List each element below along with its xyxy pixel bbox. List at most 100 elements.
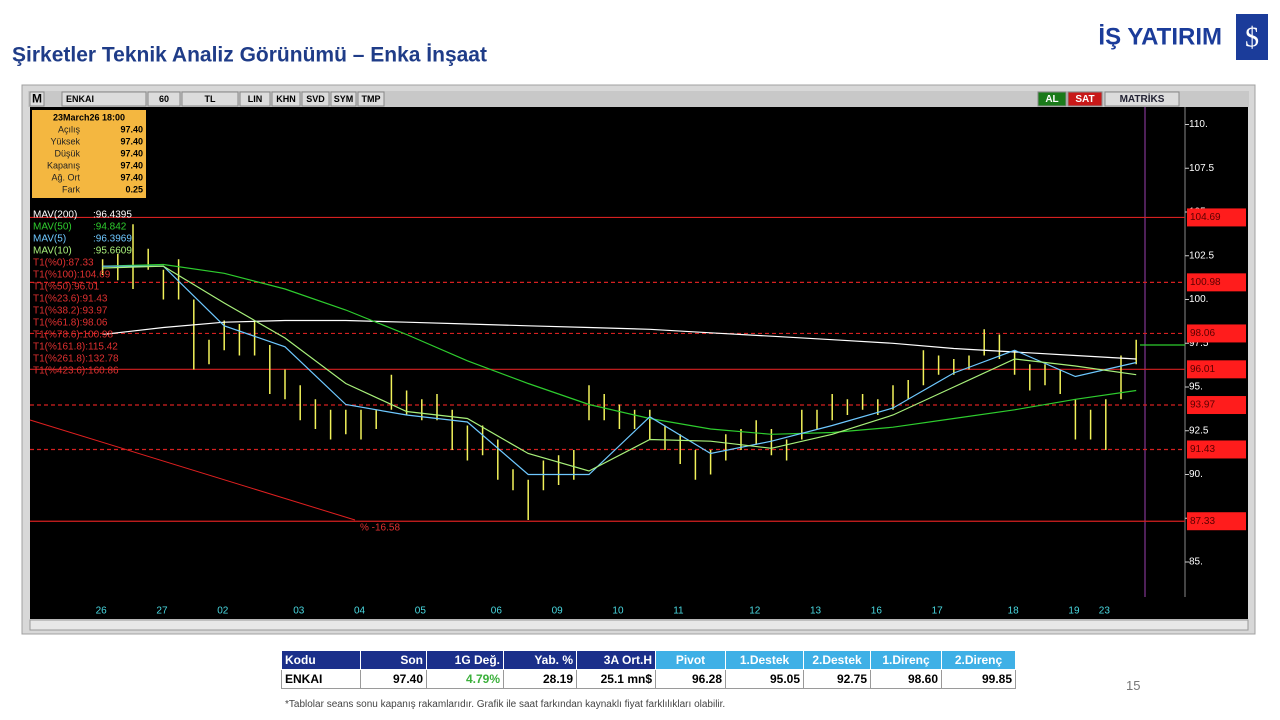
table-header: Kodu Son 1G Değ. Yab. % 3A Ort.H Pivot 1.Deste… bbox=[281, 650, 1016, 670]
toolbar-label: ENKAI bbox=[66, 94, 94, 104]
level-label: 87.33 bbox=[1190, 516, 1215, 527]
toolbar-label: LIN bbox=[248, 94, 263, 104]
level-box bbox=[1187, 324, 1246, 343]
x-tick-label: 10 bbox=[612, 606, 624, 617]
header-cell: Yab. % bbox=[503, 650, 577, 670]
fib-label: T1(%78.6):100.98 bbox=[33, 330, 113, 341]
logo-icon bbox=[1236, 14, 1268, 60]
header-cell: 1G Değ. bbox=[426, 650, 504, 670]
header-cell: Kodu bbox=[281, 650, 361, 670]
x-tick-label: 23 bbox=[1099, 606, 1111, 617]
y-tick-label: 97.5 bbox=[1189, 338, 1209, 349]
info-label: Ağ. Ort bbox=[51, 172, 80, 182]
level-box bbox=[1187, 273, 1246, 292]
toolbar-label: TL bbox=[205, 94, 216, 104]
header-cell: 3A Ort.H bbox=[576, 650, 656, 670]
toolbar-button[interactable] bbox=[147, 91, 181, 107]
x-tick-label: 09 bbox=[552, 606, 564, 617]
header-cell: 1.Direnç bbox=[870, 650, 942, 670]
x-tick-label: 26 bbox=[96, 606, 108, 617]
toolbar-button[interactable] bbox=[1037, 91, 1067, 107]
plot-area bbox=[30, 107, 1248, 597]
toolbar-label: 60 bbox=[159, 94, 169, 104]
fib-label: T1(%61.8):98.06 bbox=[33, 318, 108, 329]
fib-label: T1(%423.6):160.86 bbox=[33, 366, 119, 377]
cell: 92.75 bbox=[803, 669, 871, 689]
info-value: 97.40 bbox=[120, 148, 143, 158]
info-value: 97.40 bbox=[120, 124, 143, 134]
level-label: 93.97 bbox=[1190, 400, 1215, 411]
level-box bbox=[1187, 360, 1246, 379]
legend-value: :96.3969 bbox=[93, 234, 132, 245]
header-cell: Pivot bbox=[655, 650, 726, 670]
level-box bbox=[1187, 208, 1246, 227]
footnote: *Tablolar seans sonu kapanış rakamlarıdı… bbox=[285, 699, 726, 710]
toolbar-button[interactable] bbox=[357, 91, 385, 107]
toolbar-button[interactable] bbox=[181, 91, 239, 107]
y-tick-label: 102.5 bbox=[1189, 250, 1214, 261]
toolbar-button[interactable] bbox=[330, 91, 357, 107]
x-tick-label: 13 bbox=[810, 606, 822, 617]
y-tick-label: 107.5 bbox=[1189, 163, 1214, 174]
legend-name: MAV(200) bbox=[33, 210, 77, 221]
level-label: 104.69 bbox=[1190, 212, 1221, 223]
ma-line bbox=[102, 265, 1137, 472]
y-tick-label: 100. bbox=[1189, 294, 1208, 305]
toolbar-label: MATRİKS bbox=[1120, 92, 1165, 105]
fib-label: T1(%0):87.33 bbox=[33, 258, 94, 269]
info-value: 97.40 bbox=[120, 172, 143, 182]
info-label: Fark bbox=[62, 184, 81, 194]
info-label: Düşük bbox=[54, 148, 80, 158]
fib-label: T1(%261.8):132.78 bbox=[33, 354, 119, 365]
ma-line bbox=[102, 263, 1137, 435]
x-tick-label: 17 bbox=[932, 606, 944, 617]
info-value: 97.40 bbox=[120, 160, 143, 170]
toolbar-label: SYM bbox=[334, 94, 354, 104]
x-tick-label: 11 bbox=[673, 606, 684, 617]
toolbar-label: AL bbox=[1045, 94, 1058, 105]
date-axis bbox=[30, 597, 1248, 619]
x-tick-label: 06 bbox=[491, 606, 503, 617]
toolbar-label: TMP bbox=[362, 94, 381, 104]
legend-value: :96.4395 bbox=[93, 210, 132, 221]
x-tick-label: 18 bbox=[1008, 606, 1020, 617]
y-tick-label: 110. bbox=[1189, 119, 1208, 130]
cell: 25.1 mn$ bbox=[576, 669, 656, 689]
cell: 98.60 bbox=[870, 669, 942, 689]
x-tick-label: 27 bbox=[156, 606, 168, 617]
header-cell: 1.Destek bbox=[725, 650, 804, 670]
legend-name: MAV(10) bbox=[33, 246, 72, 257]
level-label: 98.06 bbox=[1190, 328, 1215, 339]
toolbar-button[interactable] bbox=[1104, 91, 1180, 107]
toolbar-label: M bbox=[32, 92, 42, 106]
info-value: 97.40 bbox=[120, 136, 143, 146]
toolbar-button[interactable] bbox=[239, 91, 271, 107]
header-cell: 2.Destek bbox=[803, 650, 871, 670]
toolbar-button[interactable] bbox=[301, 91, 330, 107]
cell: 97.40 bbox=[360, 669, 427, 689]
info-label: Kapanış bbox=[47, 160, 81, 170]
toolbar-button[interactable] bbox=[271, 91, 301, 107]
scrollbar[interactable] bbox=[29, 619, 1249, 631]
info-label: Açılış bbox=[58, 124, 81, 134]
toolbar-button[interactable] bbox=[29, 91, 45, 107]
annotation: % -16.58 bbox=[360, 523, 400, 534]
cell: 4.79% bbox=[426, 669, 504, 689]
cell: 99.85 bbox=[941, 669, 1016, 689]
table-row: ENKAI 97.40 4.79% 28.19 25.1 mn$ 96.28 95.05 92… bbox=[281, 669, 1016, 689]
level-box bbox=[1187, 440, 1246, 459]
info-label: Yüksek bbox=[50, 136, 80, 146]
trend-line bbox=[29, 419, 356, 521]
x-tick-label: 03 bbox=[293, 606, 305, 617]
cell: 28.19 bbox=[503, 669, 577, 689]
toolbar-button[interactable] bbox=[61, 91, 147, 107]
logo-glyph: $ bbox=[1245, 22, 1259, 53]
x-tick-label: 12 bbox=[749, 606, 761, 617]
ma-line bbox=[102, 265, 1137, 476]
toolbar-label: SVD bbox=[306, 94, 325, 104]
fib-label: T1(%23.6):91.43 bbox=[33, 294, 108, 305]
toolbar-button[interactable] bbox=[1067, 91, 1103, 107]
